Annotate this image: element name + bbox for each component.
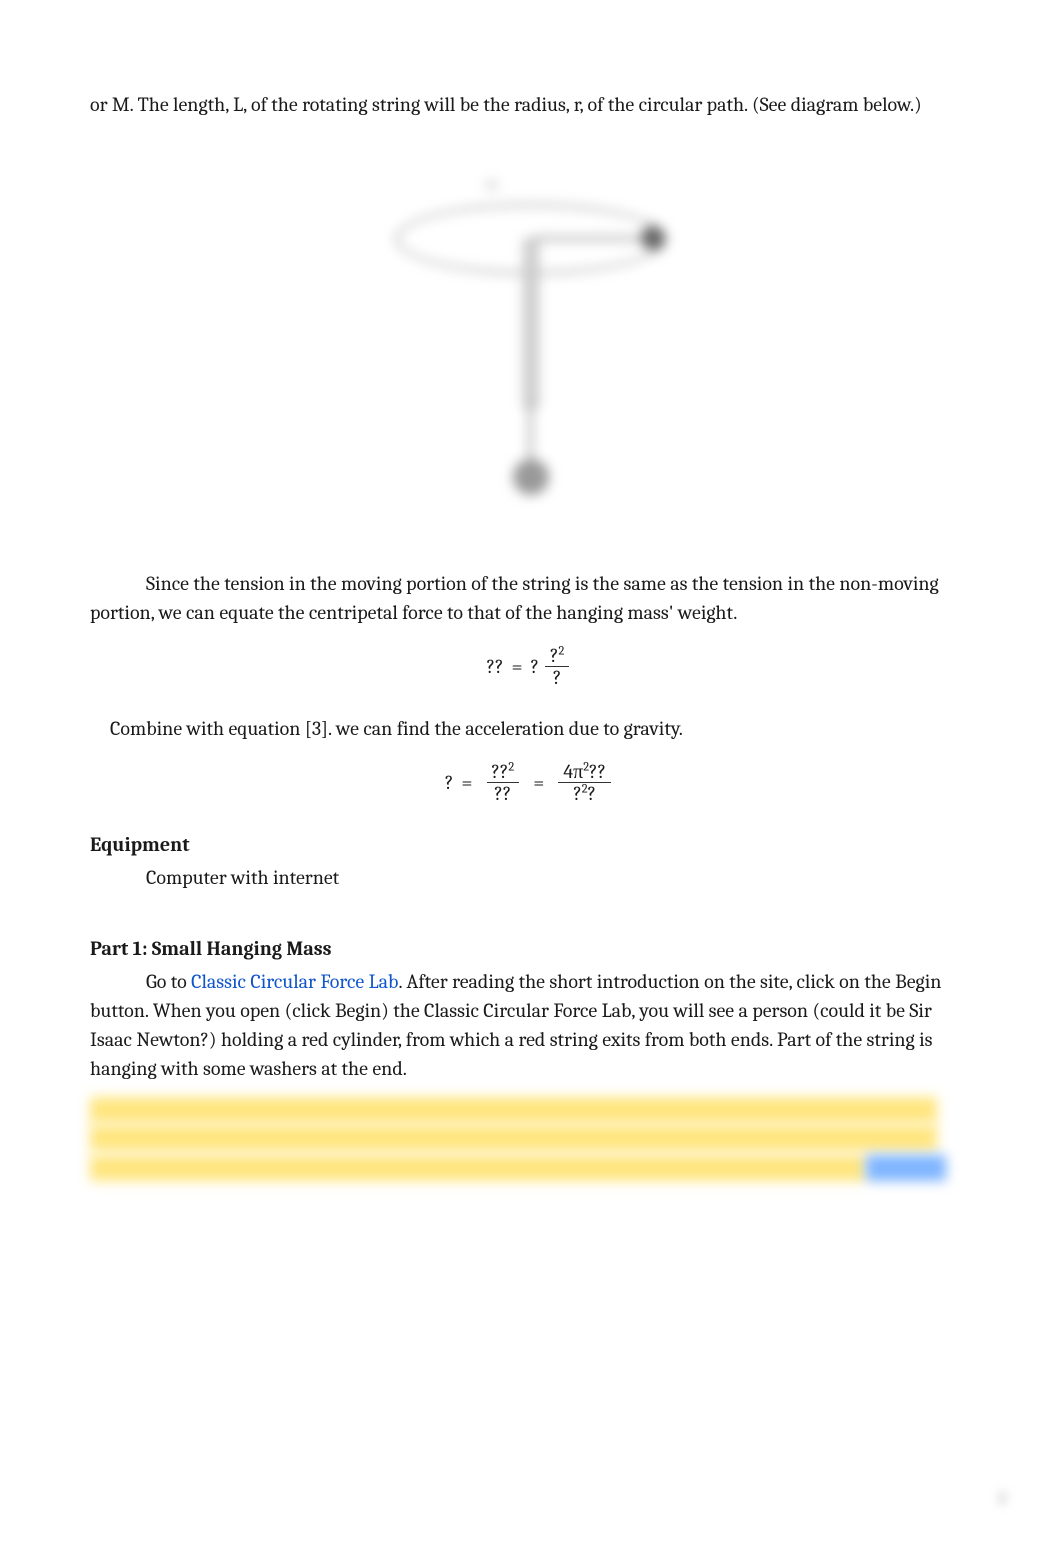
page-number: 2	[998, 1487, 1006, 1510]
eq-lhs: ??	[487, 652, 504, 681]
blurred-highlight-block	[90, 1097, 972, 1183]
eq4-b-den-pre: ?	[573, 782, 581, 805]
eq4-fraction-a: ??2 ??	[487, 761, 520, 804]
eq-frac-num: ?	[550, 644, 558, 667]
blurred-highlight-segment	[90, 1155, 866, 1181]
eq4-b-den-post: ?	[588, 782, 596, 805]
part1-prelink: Go to	[146, 970, 191, 993]
eq-frac-num-sup: 2	[559, 644, 565, 658]
equation-4: ? = ??2 ?? = 4π2?? ?2? [4]	[90, 761, 972, 804]
eq-fraction: ?2 ?	[545, 645, 569, 688]
eq-equals: =	[512, 652, 523, 681]
equation-centripetal: ?? = ? ?2 ?	[90, 645, 972, 688]
part1-paragraph: Go to Classic Circular Force Lab. After …	[90, 967, 972, 1083]
eq4-fraction-b: 4π2?? ?2?	[558, 761, 611, 804]
eq-frac-den: ?	[548, 667, 566, 688]
eq4-a-num: ??	[492, 760, 509, 783]
classic-circular-force-lab-link[interactable]: Classic Circular Force Lab	[191, 970, 398, 993]
diagram-tube	[524, 238, 538, 408]
diagram-top-label: m	[486, 174, 497, 194]
blurred-highlight-tail	[866, 1155, 945, 1181]
tension-paragraph: Since the tension in the moving portion …	[90, 569, 972, 627]
diagram-vertical-string	[529, 404, 532, 464]
eq4-a-num-sup: 2	[508, 760, 514, 774]
diagram-container: m	[90, 174, 972, 514]
eq4-b-num-post: ??	[589, 760, 606, 783]
blurred-highlight-line	[90, 1125, 937, 1151]
diagram-rotating-mass	[641, 226, 665, 250]
eq4-a-den: ??	[489, 783, 516, 804]
diagram-horizontal-string	[531, 237, 646, 240]
part1-heading: Part 1: Small Hanging Mass	[90, 934, 972, 963]
combine-line: Combine with equation [3]. we can find t…	[90, 714, 972, 743]
circular-motion-diagram: m	[366, 174, 696, 514]
eq4-b-num-pre: 4π	[563, 760, 583, 783]
blurred-highlight-line	[90, 1097, 937, 1123]
diagram-hanging-mass	[513, 459, 549, 495]
eq4-lhs: ?	[445, 768, 453, 797]
eq4-eq-2: =	[533, 768, 544, 797]
equipment-heading: Equipment	[90, 830, 972, 859]
eq-mid: ?	[531, 652, 539, 681]
eq4-eq-1: =	[461, 768, 472, 797]
equipment-line: Computer with internet	[90, 863, 972, 892]
blurred-highlight-line	[90, 1153, 972, 1183]
intro-paragraph: or M. The length, L, of the rotating str…	[90, 90, 972, 119]
